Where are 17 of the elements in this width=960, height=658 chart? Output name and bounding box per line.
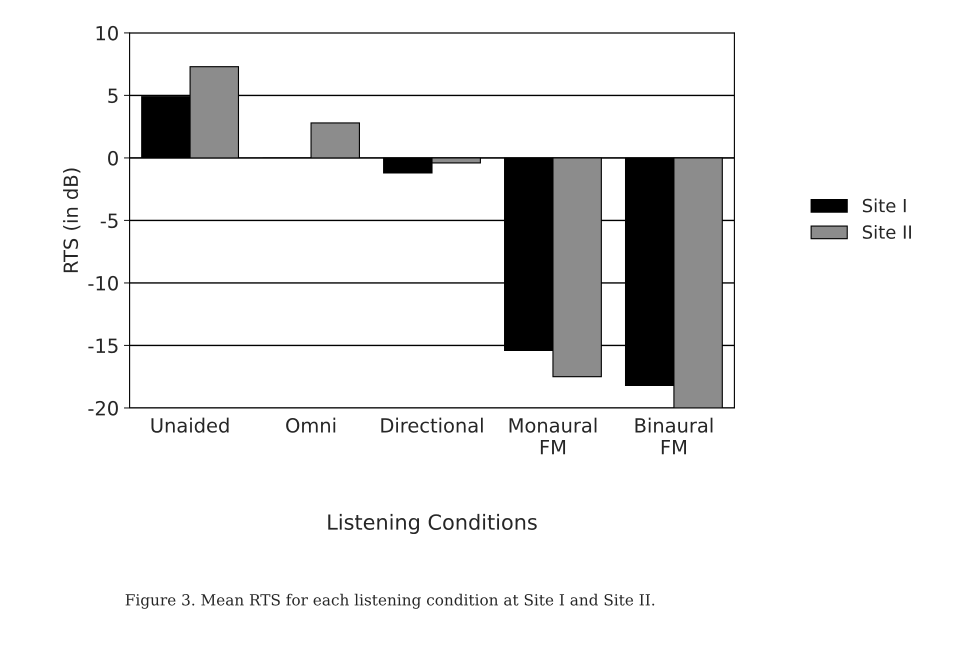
y-tick-label: -20 [88,400,118,416]
x-tick-label: Unaided [152,418,229,433]
y-tick-label: 10 [96,26,118,41]
x-tick-label: Directional [381,418,483,433]
x-tick-label: Binaural FM [636,418,712,454]
x-tick-label: Monaural FM [510,418,596,454]
legend-label: Site II [862,224,911,239]
x-tick-label: Omni [286,418,336,433]
x-axis-title: Listening Conditions [328,514,537,534]
legend-label: Site I [862,198,906,212]
y-tick-label: -10 [88,276,118,291]
y-tick-label: -15 [88,338,118,354]
y-tick-label: 0 [108,150,118,166]
y-tick-label: -5 [100,214,118,228]
caption: Figure 3. Mean RTS for each listening condition at Site I and Site II. [126,594,654,609]
y-tick-label: 5 [108,88,118,104]
y-axis-title: RTS (in dB) [63,168,80,272]
